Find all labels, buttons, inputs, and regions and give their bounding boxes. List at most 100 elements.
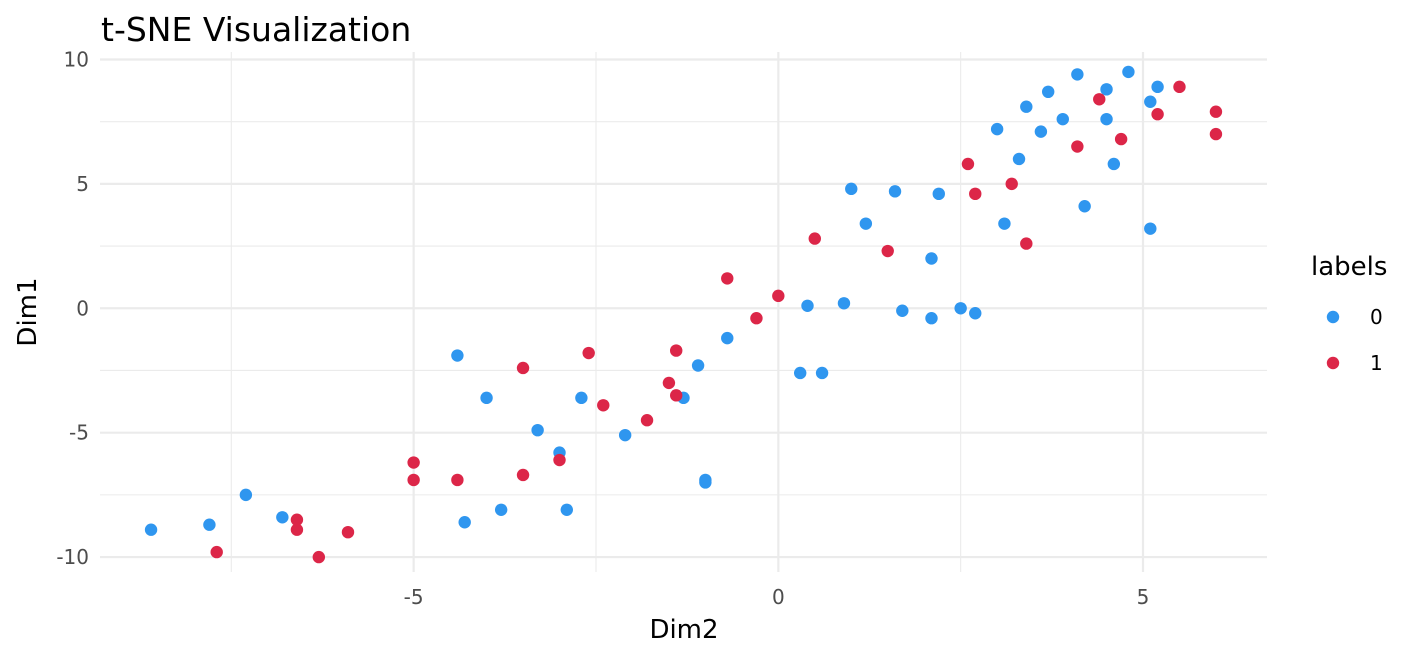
data-point-label-0 (1107, 157, 1121, 171)
legend-label-0: 0 (1370, 305, 1383, 329)
data-point-label-1 (969, 187, 982, 201)
data-point-label-0 (932, 187, 945, 201)
x-tick-label: -5 (404, 585, 424, 609)
legend-items: 01 (1326, 305, 1383, 375)
grid (100, 52, 1267, 572)
chart-title: t-SNE Visualization (101, 10, 411, 49)
y-axis-ticks: -10 -5 0 5 10 (56, 47, 89, 569)
legend-label-1: 1 (1370, 351, 1383, 375)
data-point-label-1 (597, 399, 610, 412)
data-point-label-0 (1144, 95, 1157, 108)
data-point-label-1 (451, 473, 464, 487)
data-point-label-1 (662, 376, 676, 390)
data-point-label-0 (276, 511, 289, 524)
data-point-label-0 (1100, 83, 1113, 96)
data-point-label-0 (1056, 112, 1069, 126)
data-point-label-1 (407, 473, 420, 487)
legend: labels 01 (1311, 252, 1387, 375)
data-point-label-1 (772, 289, 785, 303)
data-point-label-1 (1005, 177, 1018, 191)
data-point-label-0 (575, 391, 588, 405)
data-point-label-0 (721, 331, 734, 345)
data-point-label-0 (888, 185, 902, 198)
data-point-label-1 (1151, 108, 1164, 121)
data-point-label-1 (881, 244, 894, 258)
data-point-label-0 (239, 488, 253, 502)
y-tick-label: -5 (69, 421, 89, 445)
data-point-label-0 (1041, 85, 1055, 99)
data-point-label-0 (990, 122, 1004, 136)
data-point-label-1 (1020, 237, 1033, 250)
legend-title: labels (1311, 252, 1387, 282)
legend-key-0 (1326, 310, 1340, 324)
data-point-label-0 (925, 312, 938, 325)
data-point-label-0 (794, 366, 807, 380)
y-tick-label: 0 (76, 296, 89, 320)
data-point-label-1 (1071, 140, 1084, 153)
data-point-label-0 (1020, 100, 1033, 113)
data-point-label-1 (312, 550, 326, 564)
x-axis-title: Dim2 (649, 615, 718, 645)
data-point-label-1 (1114, 132, 1128, 146)
data-point-label-1 (750, 312, 763, 325)
y-tick-label: 5 (76, 172, 89, 196)
x-axis-ticks: -5 0 5 (404, 585, 1150, 609)
x-tick-label: 0 (772, 585, 785, 609)
data-point-label-1 (553, 453, 566, 467)
data-point-label-1 (516, 361, 530, 375)
data-point-label-1 (290, 513, 304, 526)
data-point-label-0 (969, 307, 982, 320)
data-point-label-0 (1122, 65, 1135, 79)
data-point-label-0 (618, 428, 632, 442)
data-point-label-0 (494, 503, 508, 516)
data-point-label-1 (582, 346, 595, 360)
data-point-label-1 (721, 272, 734, 285)
data-point-label-1 (341, 525, 355, 539)
data-point-label-0 (458, 516, 471, 529)
data-point-label-0 (1144, 222, 1157, 235)
data-point-label-0 (1012, 152, 1026, 166)
data-point-label-0 (896, 304, 909, 317)
data-point-label-0 (954, 302, 967, 315)
data-point-label-0 (925, 252, 938, 265)
data-point-label-0 (531, 423, 544, 437)
data-point-label-1 (808, 232, 821, 245)
data-point-label-1 (670, 344, 683, 357)
data-point-label-1 (1173, 80, 1186, 94)
data-point-label-1 (1209, 127, 1223, 141)
data-point-label-0 (1151, 80, 1164, 94)
data-point-label-0 (845, 182, 858, 196)
data-point-label-1 (516, 468, 530, 482)
y-tick-label: -10 (56, 545, 89, 569)
scatter-points (144, 65, 1223, 564)
data-point-label-1 (670, 389, 683, 402)
x-tick-label: 5 (1137, 585, 1150, 609)
data-point-label-0 (859, 217, 873, 230)
data-point-label-1 (210, 545, 223, 559)
data-point-label-1 (1209, 105, 1223, 118)
data-point-label-0 (837, 297, 851, 310)
data-point-label-1 (640, 414, 654, 427)
data-point-label-0 (451, 349, 464, 362)
data-point-label-0 (560, 503, 573, 516)
data-point-label-0 (801, 299, 814, 312)
data-point-label-0 (815, 366, 829, 380)
data-point-label-0 (203, 518, 216, 531)
y-tick-label: 10 (64, 47, 89, 71)
data-point-label-1 (961, 157, 975, 171)
data-point-label-0 (1078, 200, 1091, 213)
data-point-label-0 (144, 523, 158, 536)
data-point-label-1 (290, 523, 304, 536)
data-point-label-0 (998, 217, 1011, 230)
data-point-label-0 (1100, 112, 1113, 126)
data-point-label-0 (480, 391, 493, 405)
data-point-label-0 (1034, 125, 1048, 138)
data-point-label-0 (699, 476, 712, 489)
data-point-label-0 (691, 359, 705, 372)
data-point-label-0 (1071, 68, 1084, 81)
y-axis-title: Dim1 (13, 277, 43, 346)
data-point-label-1 (1093, 93, 1106, 106)
data-point-label-1 (407, 456, 420, 469)
legend-key-1 (1326, 356, 1340, 370)
